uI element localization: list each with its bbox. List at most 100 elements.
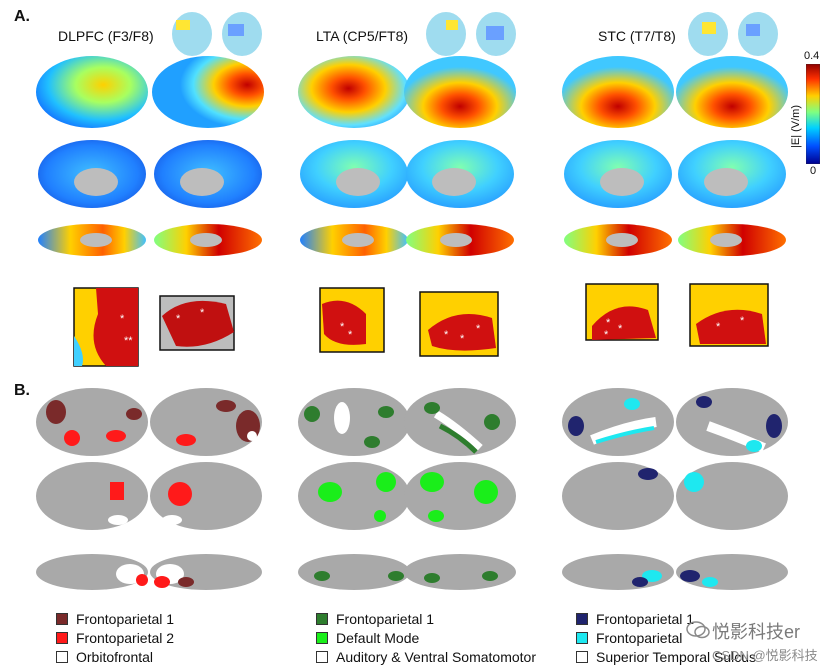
legend-lta-item-0: Frontoparietal 1 [316,611,434,627]
head-icon-left [426,12,466,56]
lta-network-lateral-right [404,388,516,456]
legend-dlpfc-item-0: Frontoparietal 1 [56,611,174,627]
svg-text:*: * [476,323,481,335]
panel-a-brain-maps: * ** * * * * * * * * * * * * [36,56,788,367]
head-icon-right [222,12,262,56]
legend-swatch [316,632,328,644]
legend-swatch [576,613,588,625]
svg-text:*: * [618,323,623,335]
legend-lta-item-2: Auditory & Ventral Somatomotor [316,649,536,665]
dlpfc-ventral-left [38,224,146,256]
lta-zoom-right: * * * [419,291,499,357]
colorbar [806,64,820,164]
legend-swatch [316,651,328,663]
panel-b-label: B. [14,382,30,399]
svg-text:**: ** [124,335,133,347]
svg-text:*: * [460,333,465,345]
stc-ventral-right [678,224,786,256]
stc-network-ventral-left [562,554,674,590]
legend-label: Default Mode [336,630,420,646]
dlpfc-lateral-left [36,56,148,128]
legend-swatch [56,651,68,663]
lta-ventral-right [406,224,514,256]
svg-text:*: * [716,321,721,333]
lta-network-ventral-right [404,554,516,590]
lta-medial-left [300,140,408,208]
lta-ventral-left [300,224,408,256]
dlpfc-medial-right [154,140,262,208]
colorbar-max-label: 0.4 [804,50,820,62]
dlpfc-network-ventral-right [150,554,262,590]
lta-zoom-left: * * [319,287,385,353]
dlpfc-zoom-left: * ** [73,287,139,367]
wechat-icon [686,620,710,640]
dlpfc-lateral-right [152,56,264,128]
svg-text:*: * [606,317,611,329]
lta-network-medial-left [298,462,410,530]
lta-network-ventral-left [298,554,410,590]
dlpfc-ventral-right [154,224,262,256]
legend-stc-item-1: Frontoparietal [576,630,682,646]
legend-stc-item-0: Frontoparietal 1 [576,611,694,627]
legend-label: Superior Temporal Sulcus [596,649,757,665]
dlpfc-medial-left [38,140,146,208]
svg-text:*: * [348,329,353,341]
head-icon-right [476,12,516,56]
legend-lta-item-1: Default Mode [316,630,419,646]
stc-lateral-right [676,56,788,128]
legend-swatch [576,651,588,663]
stc-head-icons [688,12,778,56]
stc-medial-right [678,140,786,208]
dlpfc-network-lateral-left [36,388,148,456]
stc-zoom-right: * * [689,283,769,347]
lta-head-icons [426,12,516,56]
panel-a-label: A. [14,8,30,25]
head-icon-right [738,12,778,56]
stc-medial-left [564,140,672,208]
lta-medial-right [406,140,514,208]
dlpfc-network-medial-left [36,462,148,530]
lta-lateral-left [298,56,410,128]
legend-dlpfc-item-2: Orbitofrontal [56,649,153,665]
legend-label: Orbitofrontal [76,649,154,665]
lta-network-lateral-left [298,388,410,456]
legend-label: Frontoparietal 2 [76,630,175,646]
legend-label: Frontoparietal 1 [596,611,695,627]
stc-network-lateral-right [676,388,788,456]
dlpfc-zoom-right: * * [159,295,235,351]
lta-network-medial-right [404,462,516,530]
lta-lateral-right [404,56,516,128]
stc-network-medial-right [676,462,788,530]
legend-swatch [56,613,68,625]
head-icon-left [172,12,212,56]
legend-label: Frontoparietal [596,630,683,646]
legend-swatch [316,613,328,625]
svg-text:*: * [120,313,125,325]
colorbar-min-label: 0 [810,165,817,177]
legend-swatch [56,632,68,644]
head-icon-left [688,12,728,56]
svg-text:*: * [740,315,745,327]
dlpfc-network-medial-right [150,462,262,530]
column-title-stc: STC (T7/T8) [598,28,676,44]
legend-label: Auditory & Ventral Somatomotor [336,649,536,665]
column-title-lta: LTA (CP5/FT8) [316,28,409,44]
legend-swatch [576,632,588,644]
panel-b-network-maps [36,388,788,590]
legend-dlpfc-item-1: Frontoparietal 2 [56,630,174,646]
stc-network-ventral-right [676,554,788,590]
svg-text:*: * [444,329,449,341]
svg-text:*: * [604,329,609,341]
dlpfc-network-lateral-right [150,388,262,456]
legend-label: Frontoparietal 1 [76,611,175,627]
dlpfc-network-ventral-left [36,554,148,590]
watermark-credit: CSDN @悦影科技 [712,648,818,663]
dlpfc-head-icons [172,12,262,56]
svg-text:*: * [340,321,345,333]
stc-zoom-left: * * * [585,283,659,341]
svg-text:*: * [200,307,205,319]
legend-label: Frontoparietal 1 [336,611,435,627]
legend-stc-item-2: Superior Temporal Sulcus [576,649,756,665]
watermark-brand: 悦影科技er [712,622,801,642]
stc-lateral-left [562,56,674,128]
